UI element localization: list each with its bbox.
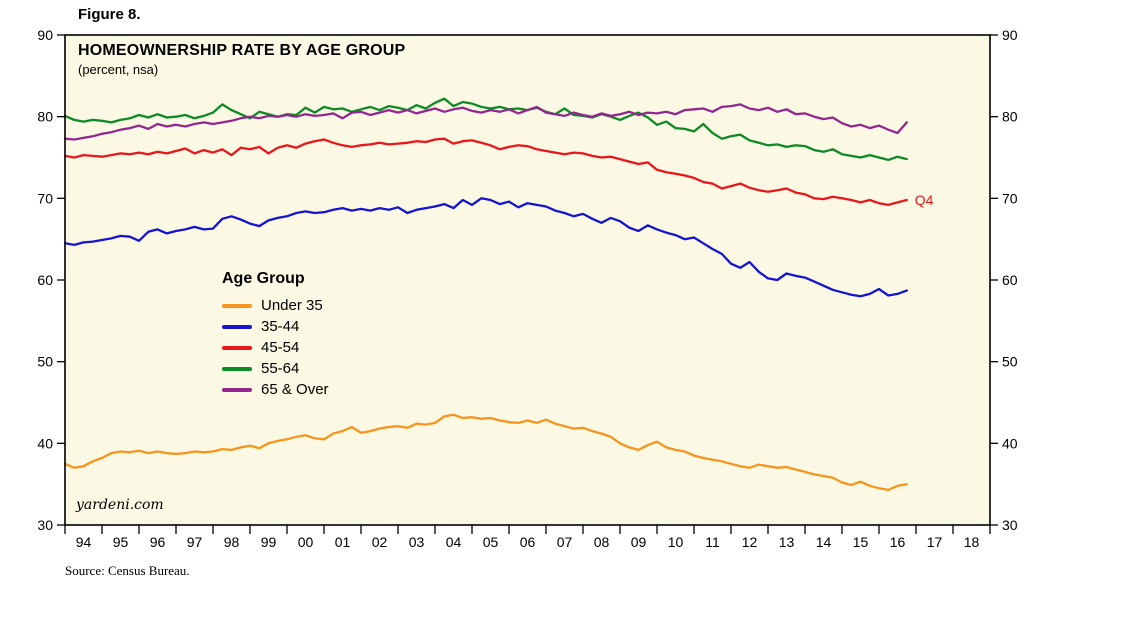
x-axis-tick-label: 97 — [187, 534, 203, 550]
x-axis-tick-label: 03 — [409, 534, 425, 550]
x-axis-tick-label: 01 — [335, 534, 351, 550]
legend-title: Age Group — [222, 270, 305, 287]
x-axis-tick-label: 14 — [816, 534, 832, 550]
y-axis-tick-label: 60 — [37, 272, 53, 288]
watermark: yardeni.com — [76, 497, 164, 513]
series-line — [63, 97, 908, 162]
x-axis-tick-label: 04 — [446, 534, 462, 550]
chart-subtitle: (percent, nsa) — [78, 62, 159, 77]
legend-label: 45-54 — [261, 339, 300, 356]
legend-item-under-35: Under 35 — [222, 295, 329, 316]
y-axis-tick-label: 50 — [1002, 354, 1018, 370]
legend-swatch-45-54 — [222, 345, 252, 350]
legend-item-35-44: 35-44 — [222, 316, 329, 337]
y-axis-tick-label: 70 — [37, 190, 53, 206]
x-axis-tick-label: 07 — [557, 534, 573, 550]
legend-item-65-over: 65 & Over — [222, 379, 329, 400]
x-axis-tick-label: 09 — [631, 534, 647, 550]
y-axis-tick-label: 50 — [37, 354, 53, 370]
x-axis-tick-label: 17 — [927, 534, 943, 550]
x-axis-tick-label: 13 — [779, 534, 795, 550]
x-axis-tick-label: 05 — [483, 534, 499, 550]
x-axis-tick-label: 16 — [890, 534, 906, 550]
legend: Age Group Under 35 35-44 45-54 55-64 65 … — [222, 270, 329, 400]
x-axis-tick-label: 98 — [224, 534, 240, 550]
q4-annotation: Q4 — [914, 191, 934, 208]
y-axis-tick-label: 30 — [37, 517, 53, 533]
y-axis-tick-label: 60 — [1002, 272, 1018, 288]
legend-label: 35-44 — [261, 318, 300, 335]
source-note: Source: Census Bureau. — [65, 563, 190, 578]
y-axis-tick-label: 90 — [37, 27, 53, 43]
x-axis-tick-label: 11 — [705, 534, 720, 550]
series-line — [63, 413, 908, 492]
series-line — [63, 103, 908, 141]
legend-swatch-35-44 — [222, 324, 252, 329]
x-axis-tick-label: 12 — [742, 534, 758, 550]
y-axis-tick-label: 80 — [37, 109, 53, 125]
y-axis-tick-label: 40 — [1002, 435, 1018, 451]
x-axis-tick-label: 00 — [298, 534, 314, 550]
x-axis-tick-label: 94 — [76, 534, 92, 550]
legend-swatch-65-over — [222, 387, 252, 392]
legend-label: 55-64 — [261, 360, 300, 377]
x-axis-tick-label: 95 — [113, 534, 129, 550]
figure-label: Figure 8. — [78, 6, 141, 23]
x-axis-tick-label: 10 — [668, 534, 684, 550]
legend-item-45-54: 45-54 — [222, 337, 329, 358]
legend-label: Under 35 — [261, 297, 323, 314]
x-axis-tick-label: 06 — [520, 534, 536, 550]
x-axis-tick-label: 15 — [853, 534, 869, 550]
x-axis-tick-label: 02 — [372, 534, 388, 550]
legend-item-55-64: 55-64 — [222, 358, 329, 379]
x-axis-tick-label: 96 — [150, 534, 166, 550]
y-axis-tick-label: 90 — [1002, 27, 1018, 43]
y-axis-tick-label: 70 — [1002, 190, 1018, 206]
legend-swatch-55-64 — [222, 366, 252, 371]
x-axis-tick-label: 08 — [594, 534, 610, 550]
y-axis-tick-label: 40 — [37, 435, 53, 451]
legend-label: 65 & Over — [261, 381, 329, 398]
series-line — [63, 197, 908, 298]
y-axis-tick-label: 80 — [1002, 109, 1018, 125]
x-axis-tick-label: 99 — [261, 534, 277, 550]
series-line — [63, 137, 908, 207]
x-axis-tick-label: 18 — [964, 534, 980, 550]
legend-swatch-under-35 — [222, 303, 252, 308]
chart-title: HOMEOWNERSHIP RATE BY AGE GROUP — [78, 42, 406, 59]
y-axis-tick-label: 30 — [1002, 517, 1018, 533]
